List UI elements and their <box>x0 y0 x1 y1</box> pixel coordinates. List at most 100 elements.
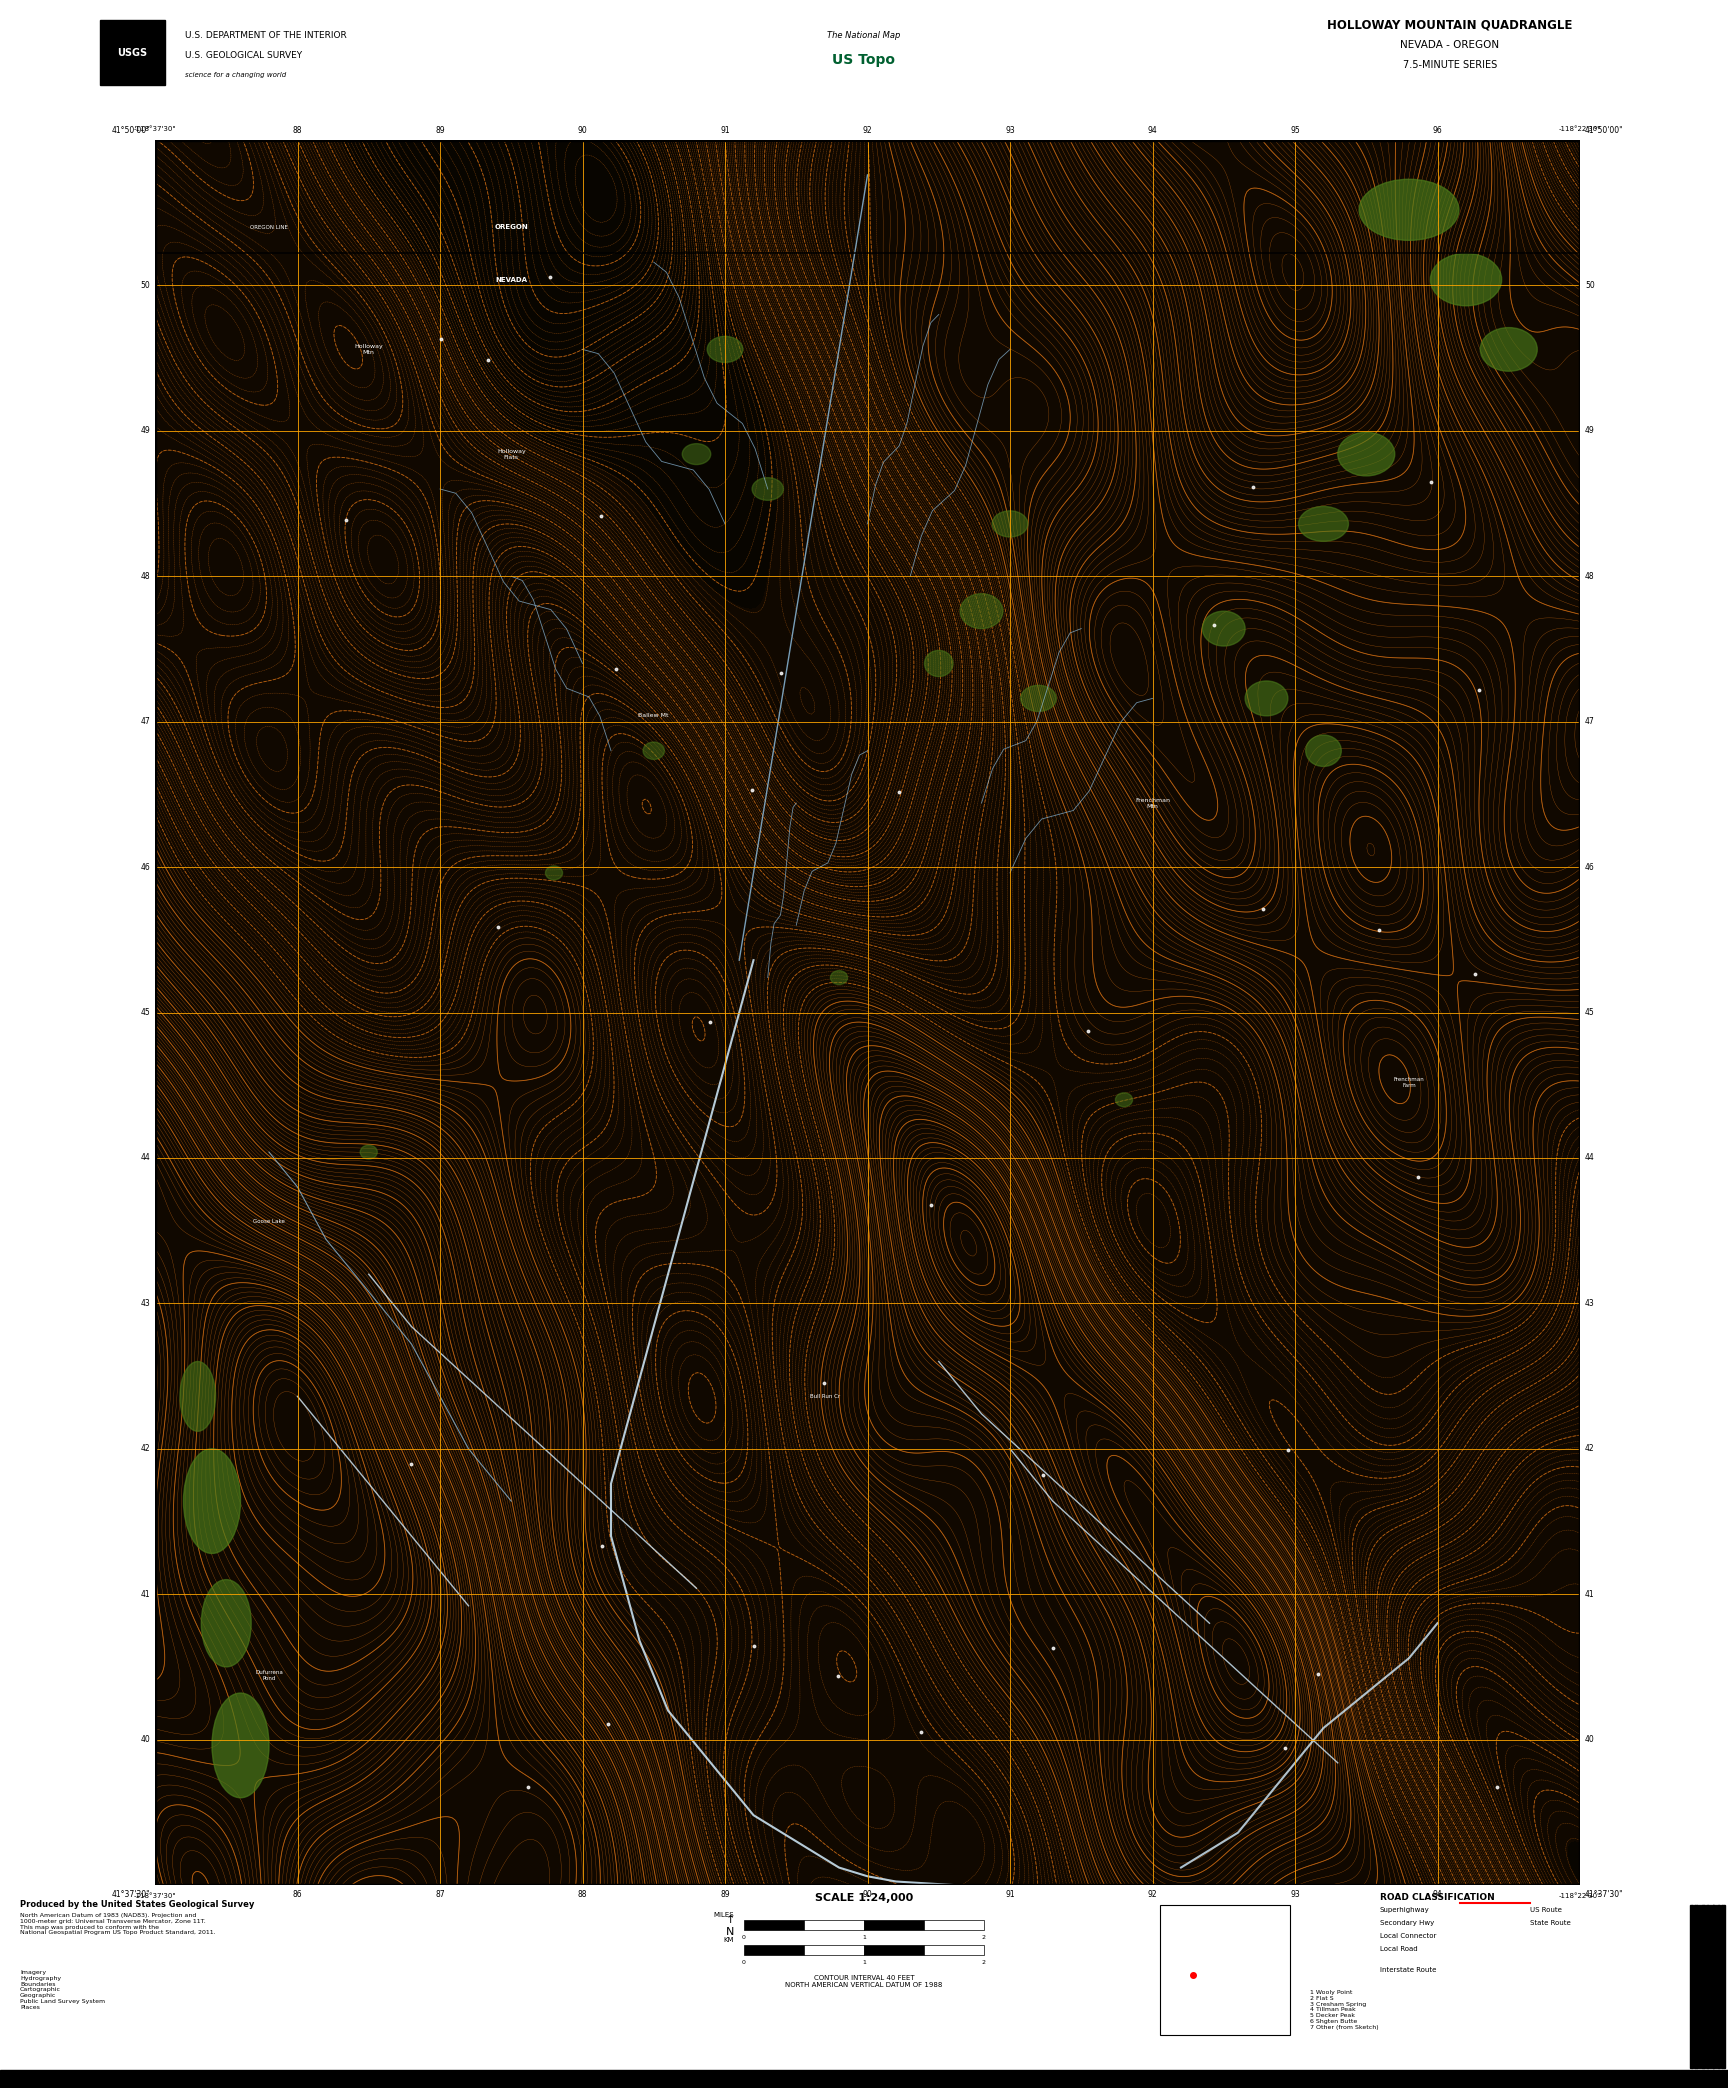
Text: 93: 93 <box>1291 1890 1299 1898</box>
Text: 47: 47 <box>140 716 150 727</box>
Bar <box>924 1921 983 1929</box>
Text: 44: 44 <box>1585 1153 1595 1163</box>
Text: 42: 42 <box>1585 1445 1595 1453</box>
Text: 49: 49 <box>1585 426 1595 434</box>
Ellipse shape <box>1337 432 1394 476</box>
Ellipse shape <box>992 512 1028 537</box>
Text: Imagery
Hydrography
Boundaries
Cartographic
Geographic
Public Land Survey System: Imagery Hydrography Boundaries Cartograp… <box>21 1969 105 2011</box>
Text: 94: 94 <box>1147 125 1158 136</box>
Text: 41°37'30": 41°37'30" <box>1585 1890 1624 1898</box>
Text: CONTOUR INTERVAL 40 FEET
NORTH AMERICAN VERTICAL DATUM OF 1988: CONTOUR INTERVAL 40 FEET NORTH AMERICAN … <box>785 1975 943 1988</box>
Text: 50: 50 <box>1585 282 1595 290</box>
Text: 88: 88 <box>292 125 302 136</box>
Text: -118°37'30": -118°37'30" <box>133 125 176 132</box>
Text: The National Map: The National Map <box>828 31 900 40</box>
Text: HOLLOWAY MOUNTAIN QUADRANGLE: HOLLOWAY MOUNTAIN QUADRANGLE <box>1327 19 1572 31</box>
Text: 48: 48 <box>1585 572 1595 580</box>
Text: MILES: MILES <box>714 1913 734 1919</box>
Text: 96: 96 <box>1433 125 1443 136</box>
Text: 41°37'30": 41°37'30" <box>111 1890 150 1898</box>
Text: 93: 93 <box>1006 125 1014 136</box>
Text: 92: 92 <box>862 125 873 136</box>
Text: Holloway
Mtn: Holloway Mtn <box>354 345 384 355</box>
Text: NV: NV <box>1217 1963 1234 1977</box>
Text: 87: 87 <box>435 1890 444 1898</box>
Text: Ballew Mt: Ballew Mt <box>639 714 669 718</box>
Bar <box>924 1946 983 1954</box>
Text: 42: 42 <box>140 1445 150 1453</box>
Text: Goose Lake: Goose Lake <box>252 1219 285 1224</box>
Text: SCALE 1:24,000: SCALE 1:24,000 <box>816 1894 912 1902</box>
Text: ROAD CLASSIFICATION: ROAD CLASSIFICATION <box>1381 1894 1495 1902</box>
Bar <box>1712 1904 1714 2067</box>
Ellipse shape <box>1246 681 1287 716</box>
Bar <box>1159 1904 1291 2036</box>
Text: 92: 92 <box>1147 1890 1158 1898</box>
Text: 1: 1 <box>862 1961 866 1965</box>
Text: 91: 91 <box>721 125 729 136</box>
Text: -118°37'30": -118°37'30" <box>133 1894 176 1898</box>
Bar <box>1700 1904 1702 2067</box>
Text: U.S. DEPARTMENT OF THE INTERIOR: U.S. DEPARTMENT OF THE INTERIOR <box>185 31 347 40</box>
Text: 43: 43 <box>1585 1299 1595 1307</box>
Ellipse shape <box>1431 253 1502 305</box>
Text: U.S. GEOLOGICAL SURVEY: U.S. GEOLOGICAL SURVEY <box>185 50 302 58</box>
Text: Holloway
Flats: Holloway Flats <box>498 449 525 459</box>
Text: 44: 44 <box>140 1153 150 1163</box>
Text: Dufurrena
Pond: Dufurrena Pond <box>256 1670 283 1681</box>
Ellipse shape <box>683 443 710 464</box>
Bar <box>745 1921 804 1929</box>
Text: 41°50'00": 41°50'00" <box>1585 125 1624 136</box>
Text: science for a changing world: science for a changing world <box>185 71 287 77</box>
Ellipse shape <box>1203 612 1246 645</box>
Text: North American Datum of 1983 (NAD83). Projection and
1000-meter grid: Universal : North American Datum of 1983 (NAD83). Pr… <box>21 1913 216 1936</box>
Ellipse shape <box>183 1449 240 1553</box>
Ellipse shape <box>359 1144 377 1159</box>
Ellipse shape <box>213 1693 270 1798</box>
Text: US Route: US Route <box>1529 1906 1562 1913</box>
Text: KM: KM <box>724 1938 734 1944</box>
Text: 49: 49 <box>140 426 150 434</box>
Text: 43: 43 <box>140 1299 150 1307</box>
Text: 89: 89 <box>721 1890 729 1898</box>
Ellipse shape <box>961 593 1002 628</box>
Text: 2: 2 <box>982 1961 987 1965</box>
Bar <box>1718 1904 1719 2067</box>
Text: Superhighway: Superhighway <box>1381 1906 1429 1913</box>
Text: 86: 86 <box>292 1890 302 1898</box>
Text: 90: 90 <box>577 125 588 136</box>
Bar <box>804 1921 864 1929</box>
Text: Bull Run Cr: Bull Run Cr <box>810 1395 840 1399</box>
Ellipse shape <box>546 867 563 879</box>
Ellipse shape <box>643 741 665 760</box>
Bar <box>0 2069 1728 2088</box>
Bar <box>100 21 164 86</box>
Text: USGS: USGS <box>118 48 147 58</box>
Text: 2: 2 <box>982 1936 987 1940</box>
Bar <box>1695 1904 1697 2067</box>
Text: 41: 41 <box>1585 1589 1595 1599</box>
Text: 40: 40 <box>1585 1735 1595 1743</box>
Text: 1: 1 <box>862 1936 866 1940</box>
Ellipse shape <box>1360 180 1458 240</box>
Text: NEVADA: NEVADA <box>496 276 527 282</box>
Text: 40: 40 <box>140 1735 150 1743</box>
Bar <box>1690 1904 1692 2067</box>
Text: US Topo: US Topo <box>833 52 895 67</box>
Text: Frenchman
Farm: Frenchman Farm <box>1393 1077 1424 1088</box>
Text: 45: 45 <box>1585 1009 1595 1017</box>
Text: -118°22'30": -118°22'30" <box>1559 125 1602 132</box>
Text: Interstate Route: Interstate Route <box>1381 1967 1436 1973</box>
Text: -118°22'30": -118°22'30" <box>1559 1894 1602 1898</box>
Ellipse shape <box>1298 507 1348 541</box>
Bar <box>745 1946 804 1954</box>
Bar <box>1723 1904 1725 2067</box>
Text: ↑
N: ↑ N <box>726 1915 734 1936</box>
Ellipse shape <box>1116 1092 1132 1107</box>
Ellipse shape <box>1021 685 1056 712</box>
Text: NEVADA - OREGON: NEVADA - OREGON <box>1400 40 1500 50</box>
Text: 7.5-MINUTE SERIES: 7.5-MINUTE SERIES <box>1403 61 1496 71</box>
Ellipse shape <box>707 336 743 363</box>
Text: 47: 47 <box>1585 716 1595 727</box>
Text: OREGON: OREGON <box>494 223 529 230</box>
